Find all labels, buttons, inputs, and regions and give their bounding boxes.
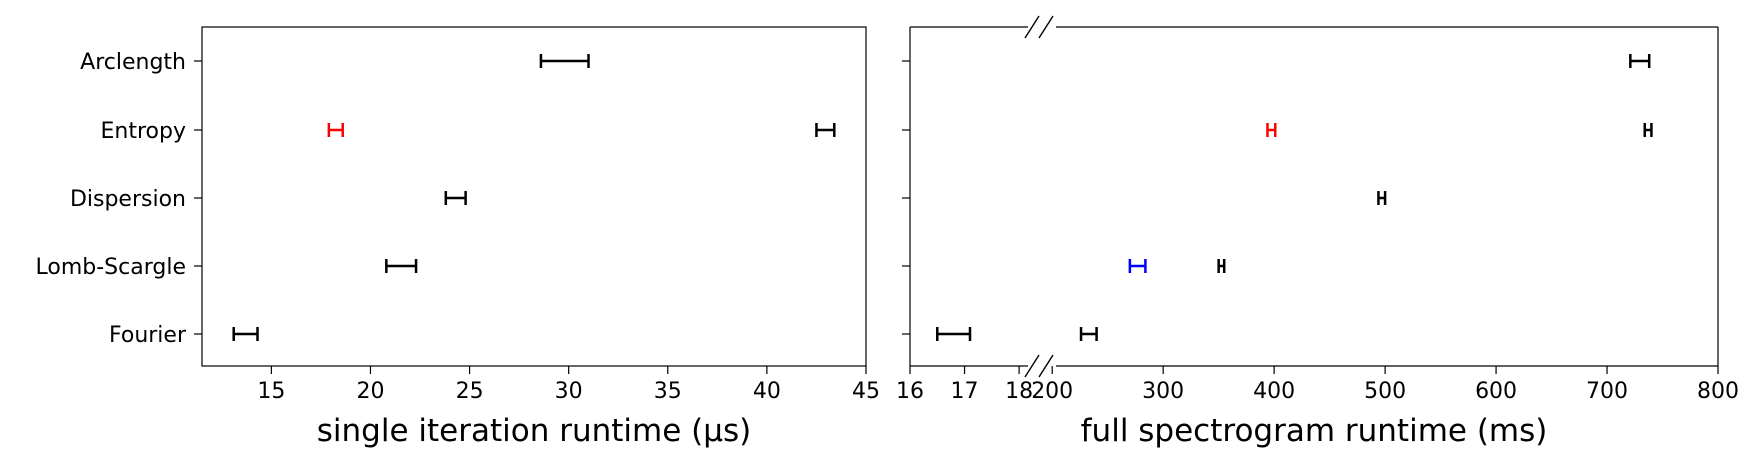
error-bar-lomb-scargle	[385, 259, 418, 273]
error-bar-dispersion	[1377, 191, 1387, 205]
error-bar-arclength	[1629, 54, 1651, 68]
left-panel: Arclength Entropy Dispersion Lomb-Scargle Fo…	[36, 26, 880, 449]
x-tick-label: 15	[257, 379, 285, 404]
x-axis-title-left: single iteration runtime (μs)	[317, 413, 751, 449]
y-tick-label-dispersion: Dispersion	[70, 187, 186, 212]
x-tick-label: 400	[1253, 379, 1295, 404]
error-bar-fourier	[936, 327, 972, 341]
y-tick-label-lomb-scargle: Lomb-Scargle	[36, 255, 186, 280]
x-tick-label: 30	[555, 379, 583, 404]
x-tick-label: 16	[896, 379, 924, 404]
x-tick-label: 17	[951, 379, 979, 404]
error-bar-dispersion	[444, 191, 467, 205]
break-slash	[1038, 354, 1054, 378]
error-bar-fourier	[232, 327, 259, 341]
x-tick-label: 20	[356, 379, 384, 404]
error-bar-entropy	[1643, 123, 1653, 137]
left-plot-frame	[201, 26, 867, 367]
error-bar-arclength	[539, 54, 590, 68]
x-tick-label: 18	[1005, 379, 1033, 404]
y-tick-label-fourier: Fourier	[109, 323, 187, 348]
x-tick-label: 40	[753, 379, 781, 404]
error-bar-entropy	[815, 123, 836, 137]
x-tick-label: 200	[1031, 379, 1073, 404]
x-tick-label: 25	[456, 379, 484, 404]
y-tick-label-arclength: Arclength	[80, 50, 186, 75]
x-tick-label: 600	[1475, 379, 1517, 404]
break-slash	[1038, 15, 1054, 39]
y-tick-label-entropy: Entropy	[101, 119, 186, 144]
error-bar-entropy	[327, 123, 344, 137]
x-tick-label: 800	[1697, 379, 1739, 404]
error-bar-lomb-scargle	[1128, 259, 1147, 273]
error-bar-lomb-scargle	[1217, 259, 1226, 273]
error-bar-entropy	[1266, 123, 1277, 137]
x-tick-label: 500	[1364, 379, 1406, 404]
x-tick-label: 300	[1142, 379, 1184, 404]
x-tick-label: 35	[654, 379, 682, 404]
axis-break-mark-top	[1024, 15, 1054, 39]
x-tick-label: 45	[852, 379, 880, 404]
break-slash	[1024, 354, 1040, 378]
break-slash	[1024, 15, 1040, 39]
axis-break-mark-bottom	[1024, 354, 1054, 378]
x-axis-title-right: full spectrogram runtime (ms)	[1081, 413, 1548, 449]
x-tick-label: 700	[1586, 379, 1628, 404]
error-bar-fourier	[1079, 327, 1098, 341]
